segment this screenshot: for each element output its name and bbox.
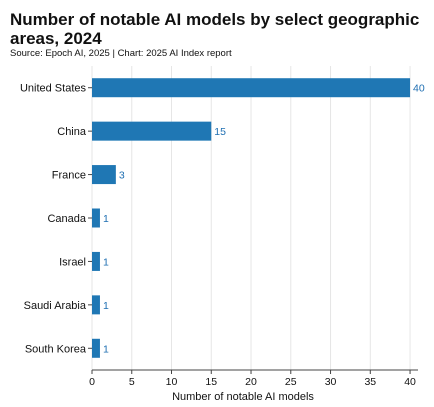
- x-tick-label: 10: [166, 376, 178, 388]
- category-labels: United States China France Canada Israel Saud…: [20, 83, 92, 355]
- bar: [92, 295, 100, 315]
- data-labels: 40 15 3 1 1 1 1: [103, 83, 425, 356]
- category-label: Saudi Arabia: [24, 300, 87, 312]
- x-axis-label: Number of notable AI models: [172, 391, 314, 403]
- bar: [92, 251, 100, 271]
- chart-title: Number of notable AI models by select ge…: [10, 10, 420, 48]
- category-label: France: [52, 170, 86, 182]
- data-label: 1: [103, 256, 109, 268]
- x-tick-label: 40: [404, 376, 416, 388]
- x-axis-ticks: 0 5 10 15 20 25 30 35 40: [89, 370, 416, 388]
- category-label: South Korea: [25, 343, 87, 355]
- bar: [92, 338, 100, 358]
- data-label: 1: [103, 300, 109, 312]
- data-label: 15: [214, 126, 226, 138]
- chart-subtitle: Source: Epoch AI, 2025 | Chart: 2025 AI …: [10, 48, 232, 59]
- category-label: United States: [20, 83, 87, 95]
- data-label: 3: [119, 170, 125, 182]
- data-label: 40: [413, 83, 425, 95]
- category-label: China: [57, 126, 87, 138]
- x-tick-label: 35: [364, 376, 376, 388]
- bars: [92, 78, 411, 358]
- x-tick-label: 20: [245, 376, 257, 388]
- data-label: 1: [103, 213, 109, 225]
- category-label: Israel: [59, 256, 86, 268]
- x-tick-label: 15: [205, 376, 217, 388]
- bar: [92, 208, 100, 228]
- x-tick-label: 0: [89, 376, 95, 388]
- bar: [92, 121, 212, 141]
- x-tick-label: 30: [325, 376, 337, 388]
- x-tick-label: 25: [285, 376, 297, 388]
- bar: [92, 165, 116, 185]
- x-tick-label: 5: [129, 376, 135, 388]
- category-label: Canada: [47, 213, 86, 225]
- grid-lines: [91, 66, 411, 370]
- bar: [92, 78, 411, 98]
- data-label: 1: [103, 343, 109, 355]
